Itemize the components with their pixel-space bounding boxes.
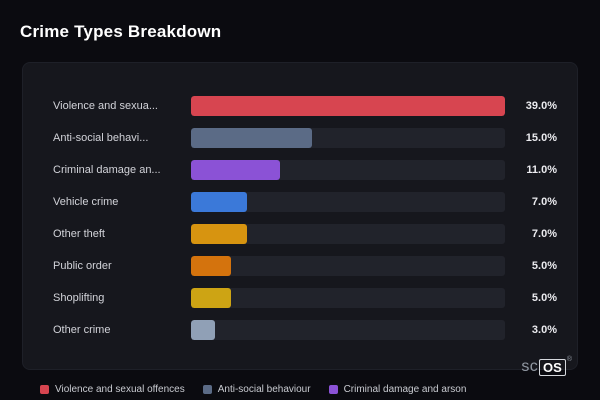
bar-row: Shoplifting 5.0% bbox=[53, 288, 557, 308]
category-label: Other crime bbox=[53, 324, 111, 336]
value-label: 5.0% bbox=[531, 260, 557, 272]
bar[interactable] bbox=[191, 160, 280, 180]
bar-track bbox=[191, 224, 505, 244]
category-label: Anti-social behavi... bbox=[53, 132, 149, 144]
chart-legend: Violence and sexual offences Anti-social … bbox=[40, 384, 466, 395]
bar[interactable] bbox=[191, 288, 232, 308]
bar[interactable] bbox=[191, 224, 248, 244]
bar[interactable] bbox=[191, 192, 248, 212]
bar[interactable] bbox=[191, 128, 312, 148]
registered-mark-icon: ® bbox=[566, 356, 572, 363]
page-title: Crime Types Breakdown bbox=[20, 22, 222, 41]
bar-track bbox=[191, 288, 505, 308]
category-label: Other theft bbox=[53, 228, 105, 240]
value-label: 7.0% bbox=[531, 196, 557, 208]
logo-prefix: sc bbox=[521, 358, 539, 375]
bar-chart: Violence and sexua... 39.0% Anti-social be… bbox=[23, 63, 577, 340]
bar-row: Public order 5.0% bbox=[53, 256, 557, 276]
bar-track bbox=[191, 128, 505, 148]
category-label: Criminal damage an... bbox=[53, 164, 161, 176]
bar-row: Other crime 3.0% bbox=[53, 320, 557, 340]
legend-item[interactable]: Criminal damage and arson bbox=[328, 384, 467, 395]
legend-item[interactable]: Anti-social behaviour bbox=[202, 384, 311, 395]
bar-row: Criminal damage an... 11.0% bbox=[53, 160, 557, 180]
legend-swatch bbox=[202, 385, 212, 394]
bar-row: Violence and sexua... 39.0% bbox=[53, 96, 557, 116]
legend-label: Anti-social behaviour bbox=[217, 384, 311, 395]
value-label: 15.0% bbox=[525, 132, 557, 144]
value-label: 39.0% bbox=[525, 100, 557, 112]
bar-track bbox=[191, 320, 505, 340]
category-label: Violence and sexua... bbox=[53, 100, 158, 112]
bar[interactable] bbox=[191, 96, 505, 116]
legend-swatch bbox=[40, 385, 49, 394]
legend-label: Criminal damage and arson bbox=[343, 384, 467, 395]
chart-card: Violence and sexua... 39.0% Anti-social be… bbox=[22, 62, 578, 370]
category-label: Public order bbox=[53, 260, 112, 272]
legend-label: Violence and sexual offences bbox=[55, 384, 185, 395]
legend-item[interactable]: Violence and sexual offences bbox=[40, 384, 185, 395]
value-label: 3.0% bbox=[531, 324, 557, 336]
value-label: 11.0% bbox=[526, 164, 557, 176]
bar-row: Other theft 7.0% bbox=[53, 224, 557, 244]
bar[interactable] bbox=[191, 320, 216, 340]
bar-track bbox=[191, 160, 505, 180]
value-label: 7.0% bbox=[531, 228, 557, 240]
bar-track bbox=[191, 96, 505, 116]
logo-suffix: OS bbox=[539, 358, 566, 376]
category-label: Shoplifting bbox=[53, 292, 105, 304]
legend-swatch bbox=[328, 385, 338, 394]
bar-track bbox=[191, 256, 505, 276]
bar[interactable] bbox=[191, 256, 232, 276]
category-label: Vehicle crime bbox=[53, 196, 119, 208]
bar-row: Anti-social behavi... 15.0% bbox=[53, 128, 557, 148]
bar-row: Vehicle crime 7.0% bbox=[53, 192, 557, 212]
bar-track bbox=[191, 192, 505, 212]
value-label: 5.0% bbox=[531, 292, 557, 304]
scos-logo: sc OS ® bbox=[521, 356, 572, 376]
